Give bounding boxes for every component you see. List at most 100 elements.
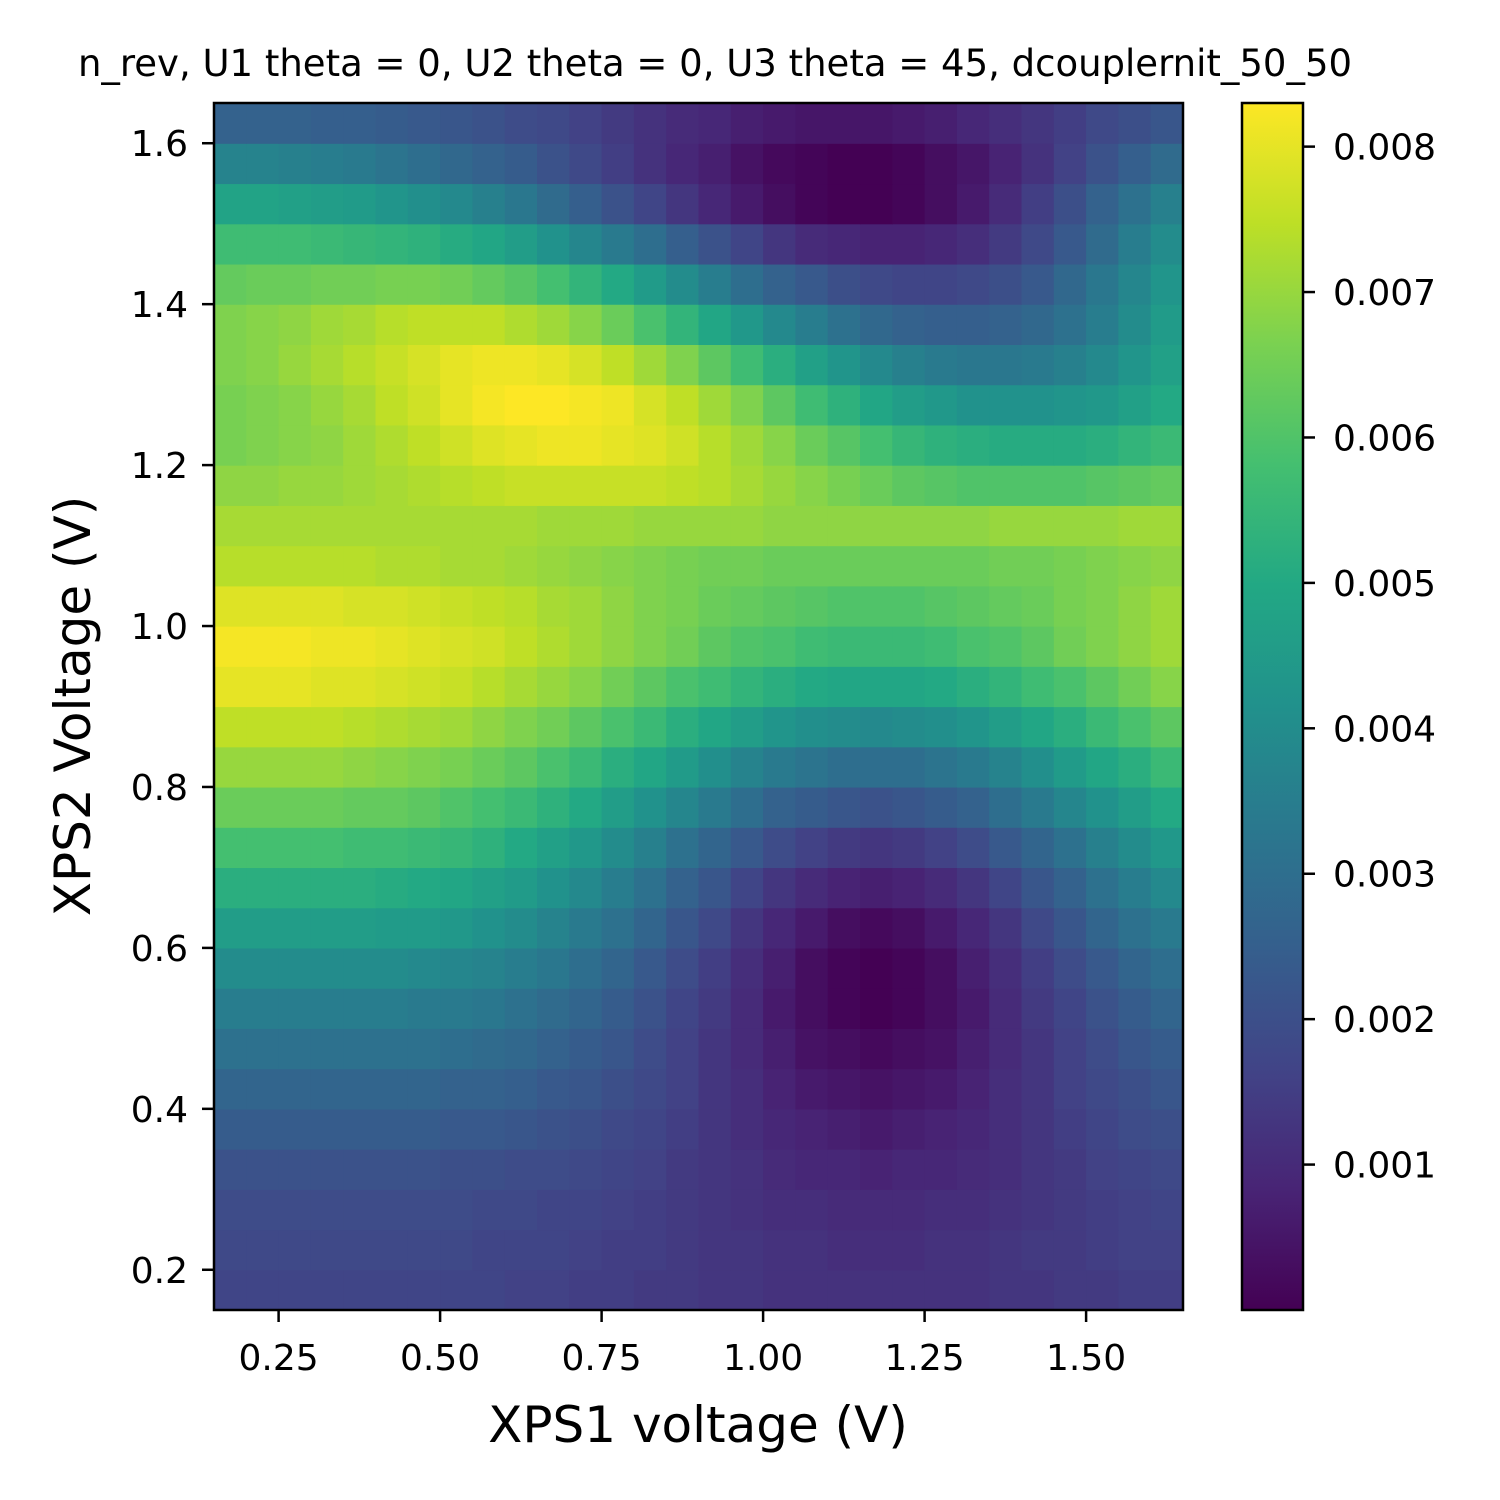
heatmap-cell	[343, 947, 377, 989]
heatmap-cell	[246, 424, 280, 466]
heatmap-cell	[1086, 827, 1119, 869]
heatmap-cell	[1021, 545, 1055, 587]
y-tick-label: 1.0	[131, 607, 188, 648]
heatmap-cell	[1150, 585, 1184, 627]
heatmap-cell	[892, 304, 926, 345]
heatmap-cell	[698, 505, 732, 547]
heatmap-cell	[666, 1149, 700, 1190]
heatmap-cell	[795, 183, 829, 225]
heatmap-cell	[310, 585, 344, 627]
heatmap-cell	[924, 585, 958, 627]
heatmap-cell	[375, 947, 409, 989]
heatmap-cell	[440, 947, 473, 989]
heatmap-cell	[375, 223, 409, 265]
heatmap-cell	[504, 666, 538, 708]
heatmap-cell	[472, 746, 506, 788]
heatmap-cell	[698, 1189, 732, 1231]
heatmap-cell	[246, 585, 280, 627]
plot-frame	[212, 101, 1185, 1312]
heatmap-cell	[956, 626, 990, 667]
heatmap-cell	[730, 786, 764, 828]
heatmap-cell	[440, 585, 473, 627]
heatmap-cell	[569, 867, 603, 909]
heatmap-cell	[343, 706, 377, 748]
heatmap-cell	[504, 465, 538, 506]
heatmap-cell	[666, 1189, 700, 1231]
heatmap-cell	[892, 1028, 926, 1070]
heatmap-cell	[924, 103, 958, 144]
heatmap-cell	[730, 706, 764, 748]
heatmap-cell	[407, 666, 441, 708]
heatmap-cell	[666, 1028, 700, 1070]
heatmap-cell	[472, 505, 506, 547]
heatmap-cell	[666, 988, 700, 1029]
heatmap-cell	[1118, 585, 1152, 627]
heatmap-cell	[924, 465, 958, 506]
heatmap-cell	[537, 666, 570, 708]
heatmap-cell	[1118, 1068, 1152, 1110]
heatmap-cell	[472, 907, 506, 949]
heatmap-cell	[989, 304, 1023, 345]
heatmap-cell	[989, 626, 1023, 667]
heatmap-cell	[569, 384, 603, 426]
heatmap-cell	[472, 1108, 506, 1150]
heatmap-cell	[246, 344, 280, 386]
heatmap-cell	[860, 706, 893, 748]
heatmap-cell	[569, 585, 603, 627]
heatmap-cell	[375, 304, 409, 345]
heatmap-cell	[860, 424, 893, 466]
heatmap-cell	[989, 344, 1023, 386]
heatmap-cell	[246, 505, 280, 547]
heatmap-cell	[698, 1108, 732, 1150]
heatmap-cell	[214, 344, 247, 386]
heatmap-cell	[730, 867, 764, 909]
heatmap-cell	[730, 666, 764, 708]
heatmap-cell	[924, 384, 958, 426]
heatmap-cell	[956, 304, 990, 345]
heatmap-cell	[440, 746, 473, 788]
heatmap-cell	[633, 585, 667, 627]
heatmap-cell	[1086, 384, 1119, 426]
heatmap-cell	[1150, 746, 1184, 788]
heatmap-cell	[1086, 505, 1119, 547]
heatmap-cell	[827, 706, 861, 748]
heatmap-cell	[375, 626, 409, 667]
heatmap-cell	[537, 103, 570, 144]
heatmap-cell	[1118, 545, 1152, 587]
heatmap-cell	[472, 545, 506, 587]
heatmap-cell	[633, 344, 667, 386]
heatmap-cell	[278, 1269, 312, 1311]
heatmap-cell	[440, 907, 473, 949]
heatmap-cell	[472, 1189, 506, 1231]
heatmap-cell	[214, 465, 247, 506]
heatmap-cell	[1086, 1149, 1119, 1190]
heatmap-cell	[375, 907, 409, 949]
x-tick-label: 1.50	[1046, 1338, 1126, 1379]
heatmap-cell	[569, 746, 603, 788]
heatmap-cell	[1118, 907, 1152, 949]
heatmap-cell	[956, 1108, 990, 1150]
heatmap-cell	[956, 384, 990, 426]
heatmap-cell	[924, 183, 958, 225]
heatmap-cell	[537, 706, 570, 748]
heatmap-cell	[246, 786, 280, 828]
heatmap-cell	[310, 263, 344, 305]
heatmap-cell	[343, 907, 377, 949]
heatmap-cell	[827, 1068, 861, 1110]
heatmap-cell	[375, 706, 409, 748]
heatmap-cell	[1021, 786, 1055, 828]
heatmap-cell	[763, 947, 796, 989]
heatmap-cell	[601, 1149, 635, 1190]
heatmap-cell	[375, 545, 409, 587]
heatmap-cell	[246, 1108, 280, 1150]
heatmap-cell	[440, 1028, 473, 1070]
heatmap-cell	[504, 1269, 538, 1311]
heatmap-cell	[472, 183, 506, 225]
x-tick-label: 0.25	[239, 1338, 319, 1379]
heatmap-cell	[537, 1269, 570, 1311]
heatmap-cell	[1053, 706, 1087, 748]
heatmap-cell	[989, 1189, 1023, 1231]
heatmap-cell	[343, 263, 377, 305]
heatmap-cell	[569, 626, 603, 667]
heatmap-cell	[763, 424, 796, 466]
